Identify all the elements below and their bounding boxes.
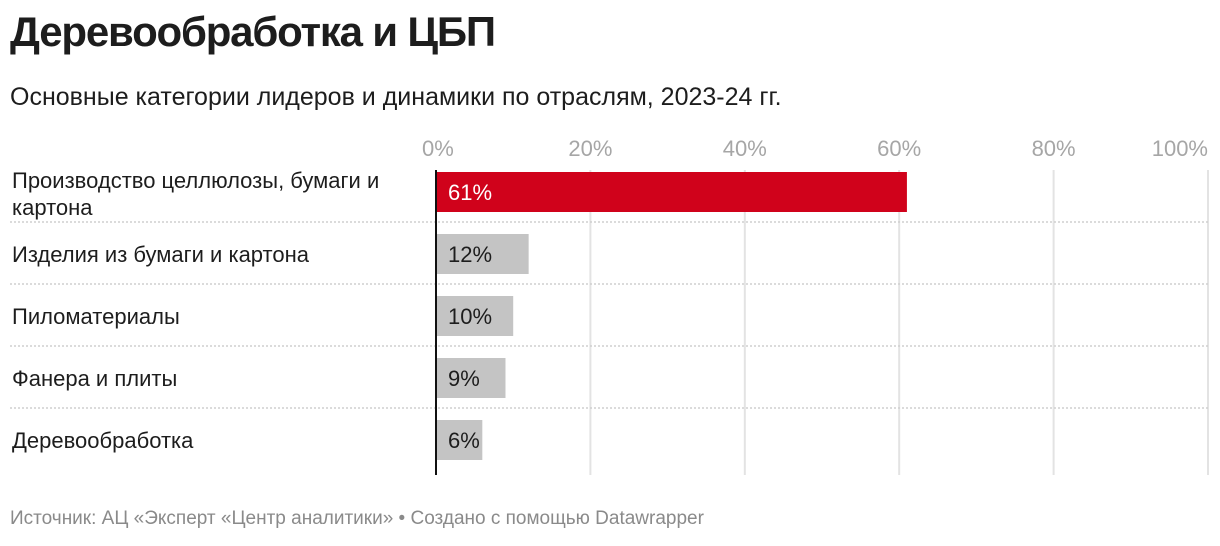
bar-value-label: 10% (448, 304, 492, 329)
bar-chart: 0% 20% 40% 60% 80% 100% 61% Производство целлюл… (10, 136, 1209, 475)
x-tick-label: 100% (1152, 136, 1208, 161)
bar-value-label: 12% (448, 242, 492, 267)
category-label: Производство целлюлозы, бумаги и картона (12, 168, 379, 220)
chart-title: Деревообработка и ЦБП (10, 8, 496, 55)
bar (436, 296, 514, 336)
x-tick-label: 0% (422, 136, 454, 161)
bar (436, 358, 506, 398)
category-label: Деревообработка (12, 428, 194, 453)
bar-value-label: 6% (448, 428, 480, 453)
category-label: Пиломатериалы (12, 304, 180, 329)
x-tick-label: 40% (723, 136, 767, 161)
bar-value-label: 61% (448, 180, 492, 205)
chart-subtitle: Основные категории лидеров и динамики по… (10, 83, 782, 111)
bar (436, 172, 907, 212)
source-footer: Источник: АЦ «Эксперт «Центр аналитики» … (10, 508, 704, 529)
x-tick-label: 80% (1032, 136, 1076, 161)
bar-value-label: 9% (448, 366, 480, 391)
bar (436, 234, 529, 274)
category-label: Фанера и плиты (12, 366, 177, 391)
x-tick-label: 20% (568, 136, 612, 161)
x-tick-label: 60% (877, 136, 921, 161)
bar (436, 420, 483, 460)
category-label: Изделия из бумаги и картона (12, 242, 310, 267)
